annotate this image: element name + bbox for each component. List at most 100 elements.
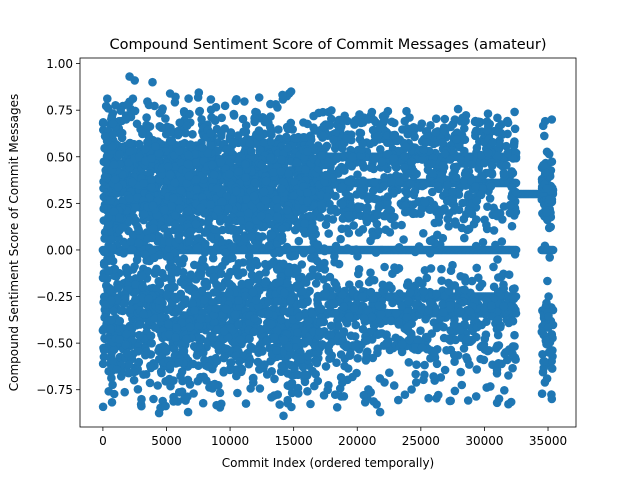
scatter-point [192,158,201,167]
scatter-point [153,381,162,390]
scatter-point [233,268,242,278]
scatter-point [290,251,300,260]
scatter-point [157,170,167,179]
scatter-point [216,158,226,167]
scatter-point [106,324,115,334]
scatter-point [510,250,520,259]
scatter-point [273,297,283,306]
scatter-point [471,126,481,136]
scatter-point [206,140,216,150]
scatter-point [270,249,279,258]
scatter-point [124,216,134,226]
scatter-point [247,147,256,156]
scatter-point [171,333,180,342]
scatter-point [296,355,306,364]
scatter-point [122,348,132,358]
scatter-point [260,195,270,205]
scatter-point [118,223,127,232]
scatter-point [223,272,233,281]
scatter-point [215,388,225,398]
scatter-point [145,122,155,131]
scatter-point [185,227,195,236]
scatter-point [126,237,136,246]
scatter-point [134,357,144,367]
scatter-point [244,279,253,289]
scatter-point [161,114,170,123]
scatter-point [300,133,309,142]
scatter-point [487,312,497,321]
scatter-point [116,106,125,115]
scatter-point [303,147,312,156]
scatter-point [208,333,218,343]
scatter-point [127,245,137,254]
scatter-point [507,221,517,231]
scatter-point [133,385,143,394]
scatter-point [359,390,369,400]
scatter-point [272,264,282,274]
scatter-point [287,402,296,412]
scatter-point [222,145,231,154]
scatter-point [283,395,293,405]
scatter-point [143,97,152,106]
scatter-point [220,101,230,111]
scatter-point [275,277,285,286]
scatter-point [226,323,236,333]
scatter-point [280,288,289,298]
scatter-point [252,240,262,249]
scatter-point [277,184,286,193]
scatter-point [247,270,257,280]
scatter-point [253,357,263,367]
scatter-point [99,204,108,213]
scatter-point [264,241,274,250]
scatter-point [129,367,139,377]
scatter-point [98,273,108,283]
scatter-point [235,335,245,344]
scatter-point [261,277,271,286]
scatter-point [303,196,312,206]
scatter-point [250,314,259,323]
scatter-point [416,326,425,336]
scatter-point [262,370,272,379]
scatter-point [183,375,193,385]
scatter-point [167,268,177,277]
scatter-point [224,203,233,213]
scatter-point [276,315,286,325]
scatter-point [109,306,118,316]
scatter-point [246,384,255,393]
scatter-point [168,193,178,203]
scatter-point [189,389,198,398]
scatter-point [289,191,299,200]
scatter-point [184,171,194,181]
scatter-point [300,165,310,174]
scatter-point [147,339,156,348]
scatter-point [277,361,287,371]
scatter-point [132,255,142,265]
scatter-point [157,368,166,378]
scatter-point [210,225,220,234]
scatter-point [351,320,361,330]
scatter-point [208,176,218,186]
scatter-point [197,115,206,124]
scatter-point [266,319,276,329]
scatter-point [233,167,243,176]
scatter-point [177,367,187,377]
scatter-point [303,387,312,396]
scatter-point [255,145,265,155]
scatter-point [313,376,323,386]
scatter-point [140,250,150,259]
scatter-point [485,194,495,203]
scatter-point [188,299,197,308]
scatter-point [185,322,195,332]
scatter-point [221,304,231,314]
scatter-point [203,148,212,158]
scatter-point [99,352,109,362]
scatter-point [399,235,408,244]
scatter-point [277,224,287,234]
scatter-point [139,309,148,319]
scatter-point [241,159,250,169]
scatter-point [138,282,148,292]
scatter-point [240,97,249,106]
scatter-point [100,228,110,237]
scatter-point [200,355,209,365]
scatter-point [284,268,294,277]
